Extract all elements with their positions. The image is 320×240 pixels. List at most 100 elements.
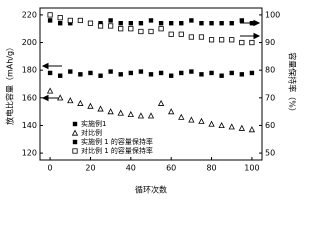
legend-label: 对比例 1 的容量保持率 [81, 146, 153, 155]
point [128, 21, 134, 26]
point [138, 28, 144, 35]
y-tick-label: 220 [22, 10, 37, 19]
point [228, 123, 235, 130]
point [229, 21, 234, 26]
y-tick-label: 200 [22, 38, 37, 47]
y-tick-label: 140 [22, 121, 37, 130]
point [178, 113, 185, 120]
point [249, 70, 255, 76]
point [77, 99, 84, 106]
y-axis-label: 放电比容量（mAh/g） [5, 43, 15, 125]
y2-tick-label: 50 [265, 149, 275, 158]
plot-frame [39, 7, 263, 161]
y2-tick-label: 80 [265, 66, 275, 75]
point [88, 70, 93, 76]
legend-marker [72, 139, 78, 145]
point [239, 18, 245, 23]
point [87, 20, 94, 26]
legend-label: 对比例 [81, 128, 102, 137]
point [117, 109, 124, 116]
point [68, 69, 73, 74]
arrow-head [253, 32, 261, 40]
legend-label: 实施例1 [81, 119, 106, 128]
point [208, 120, 215, 127]
legend-marker [72, 121, 78, 127]
y-tick-label: 160 [22, 93, 37, 102]
point [219, 37, 225, 43]
point [118, 26, 124, 32]
legend-marker [72, 148, 78, 154]
point [189, 18, 194, 23]
point [97, 105, 104, 112]
point [107, 108, 114, 115]
point [158, 26, 164, 32]
y2-tick-label: 100 [265, 10, 280, 19]
point [137, 112, 145, 119]
point [168, 108, 175, 115]
point [127, 110, 134, 117]
y2-axis-label: 容量保持率（%） [288, 52, 298, 116]
point [67, 97, 74, 104]
point [158, 70, 164, 76]
point [78, 72, 83, 77]
x-tick-label: 0 [48, 164, 53, 173]
point [108, 23, 114, 29]
y2-tick-label: 90 [265, 38, 275, 47]
point [57, 94, 64, 101]
point [179, 70, 184, 76]
point [219, 73, 224, 78]
point [157, 99, 165, 106]
point [97, 23, 104, 29]
point [178, 31, 184, 37]
y-tick-label: 180 [22, 66, 37, 75]
point [158, 21, 164, 26]
x-tick-label: 40 [126, 164, 136, 173]
point [57, 21, 63, 26]
point [108, 18, 113, 23]
point [57, 15, 63, 21]
point [248, 126, 256, 133]
point [57, 73, 63, 78]
point [87, 102, 94, 109]
chart: 循环次数 放电比容量（mAh/g） 容量保持率（%） 0 20 40 60 80 100 1… [5, 7, 298, 195]
point [219, 21, 224, 26]
y2-tick-label: 60 [265, 121, 275, 130]
point [67, 17, 73, 24]
point [148, 72, 154, 77]
point [239, 72, 245, 77]
point [168, 73, 174, 78]
point [98, 21, 103, 26]
point [198, 34, 205, 40]
x-tick-label: 60 [166, 164, 176, 173]
legend-label: 实施例 1 的容量保持率 [81, 137, 153, 146]
arrow-head [253, 19, 261, 27]
point [239, 39, 245, 46]
point [147, 112, 155, 119]
x-tick-label: 100 [244, 164, 259, 173]
x-tick-label: 20 [85, 164, 95, 173]
point [68, 21, 73, 26]
point [47, 70, 53, 76]
point [148, 28, 154, 35]
point [168, 31, 174, 37]
point [229, 70, 234, 76]
point [148, 18, 154, 23]
point [209, 70, 214, 76]
point [47, 12, 53, 18]
point [208, 37, 215, 43]
point [179, 21, 184, 26]
y-tick-label: 120 [22, 149, 37, 158]
point [118, 72, 123, 77]
x-tick-label: 80 [206, 164, 216, 173]
point [128, 26, 134, 32]
point [238, 124, 245, 131]
point [188, 34, 194, 40]
legend-marker [71, 129, 79, 136]
point [198, 117, 205, 124]
point [188, 116, 195, 123]
point [168, 21, 174, 26]
point [218, 121, 225, 129]
point [199, 21, 204, 26]
point [128, 70, 134, 76]
